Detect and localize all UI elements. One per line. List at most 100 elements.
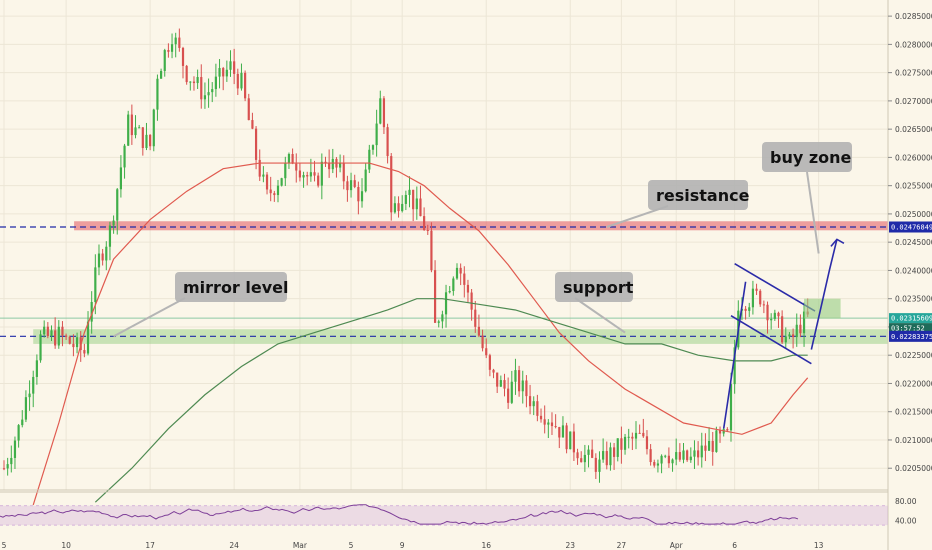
candle-body [598,459,601,472]
candle-body [134,127,137,136]
candle-body [781,316,784,343]
price-tick-label: 0.02200000 [895,379,932,388]
candle-body [521,380,524,392]
candle-body [94,267,97,302]
callout-box [648,180,748,210]
candle-body [492,369,495,373]
candle-body [196,77,199,84]
callout-label-support: support [563,278,634,297]
candle-body [170,44,174,52]
candle-body [572,431,575,453]
candle-body [192,81,196,84]
candle-body [368,149,371,170]
candle-body [331,158,334,170]
candle-body [532,401,535,407]
candle-body [558,427,561,438]
candle-body [514,370,517,382]
candle-body [317,175,320,186]
rsi-tick-label: 80.00 [895,497,917,506]
price-tick-label: 0.02450000 [895,238,932,247]
candle-body [379,98,382,124]
candle-body [97,253,101,268]
time-tick-label: 13 [814,541,824,550]
candle-body [488,355,491,370]
candle-body [623,436,627,450]
candle-body [2,468,6,470]
candle-body [116,189,119,221]
candle-body [711,440,714,452]
candle-body [536,401,539,416]
candle-body [222,68,225,77]
candle-body [276,185,280,196]
candle-body [10,457,13,465]
candle-body [503,380,506,389]
candle-body [404,194,407,204]
candle-body [426,229,429,231]
candle-body [642,432,645,437]
candle-body [112,220,115,226]
candle-body [799,324,802,334]
moving-average-line [32,162,809,506]
candle-body [43,326,46,335]
candle-body [291,154,294,164]
candle-body [306,175,309,177]
candle-body [510,381,513,403]
candle-body [265,174,269,190]
candle-body [75,337,79,348]
candle-body [152,109,155,147]
candle-body [441,314,444,322]
candle-body [656,463,660,466]
candle-body [678,452,681,460]
candle-body [24,397,28,420]
flag-lower-line [730,314,812,365]
candle-body [17,425,20,441]
candle-body [119,167,122,190]
candle-body [547,422,550,425]
callout-label-buy-zone: buy zone [770,148,852,167]
candle-body [470,292,473,310]
candle-body [634,432,638,439]
flagpole-line [722,281,747,429]
candle-body [346,181,349,191]
forecast-arrow-line [810,239,838,350]
price-tick-label: 0.02700000 [895,97,932,106]
candle-body [433,270,437,323]
candle-body [627,436,630,438]
candle-body [273,193,276,196]
candle-body [393,203,396,213]
candle-body [167,50,170,52]
callout-pointer [806,171,820,254]
candle-body [349,180,353,191]
time-tick-label: 10 [61,541,71,550]
candle-body [65,335,68,337]
candle-body [6,464,9,469]
candle-body [207,92,210,96]
candle-body [371,145,375,150]
resistance-zone [74,221,888,231]
candle-body [726,429,729,431]
candle-body [583,454,586,463]
candle-body [759,290,762,305]
time-tick-label: 17 [145,541,155,550]
candle-body [554,426,557,428]
candle-body [718,430,722,434]
time-tick-label: Mar [293,541,308,550]
candle-body [496,372,499,387]
candle-body [229,61,232,70]
candle-body [543,419,546,425]
candle-body [481,335,484,349]
time-tick-label: 16 [481,541,491,550]
candle-body [313,172,316,176]
candle-body [105,246,108,261]
candle-body [254,128,258,160]
candle-body [729,384,733,431]
rsi-tick-label: 40.00 [895,516,917,525]
candle-body [762,304,765,306]
candle-body [686,450,689,461]
candle-body [755,288,758,291]
candle-body [528,396,532,407]
callout-pointer [113,297,186,338]
candle-body [671,459,674,464]
candle-body [280,178,283,186]
